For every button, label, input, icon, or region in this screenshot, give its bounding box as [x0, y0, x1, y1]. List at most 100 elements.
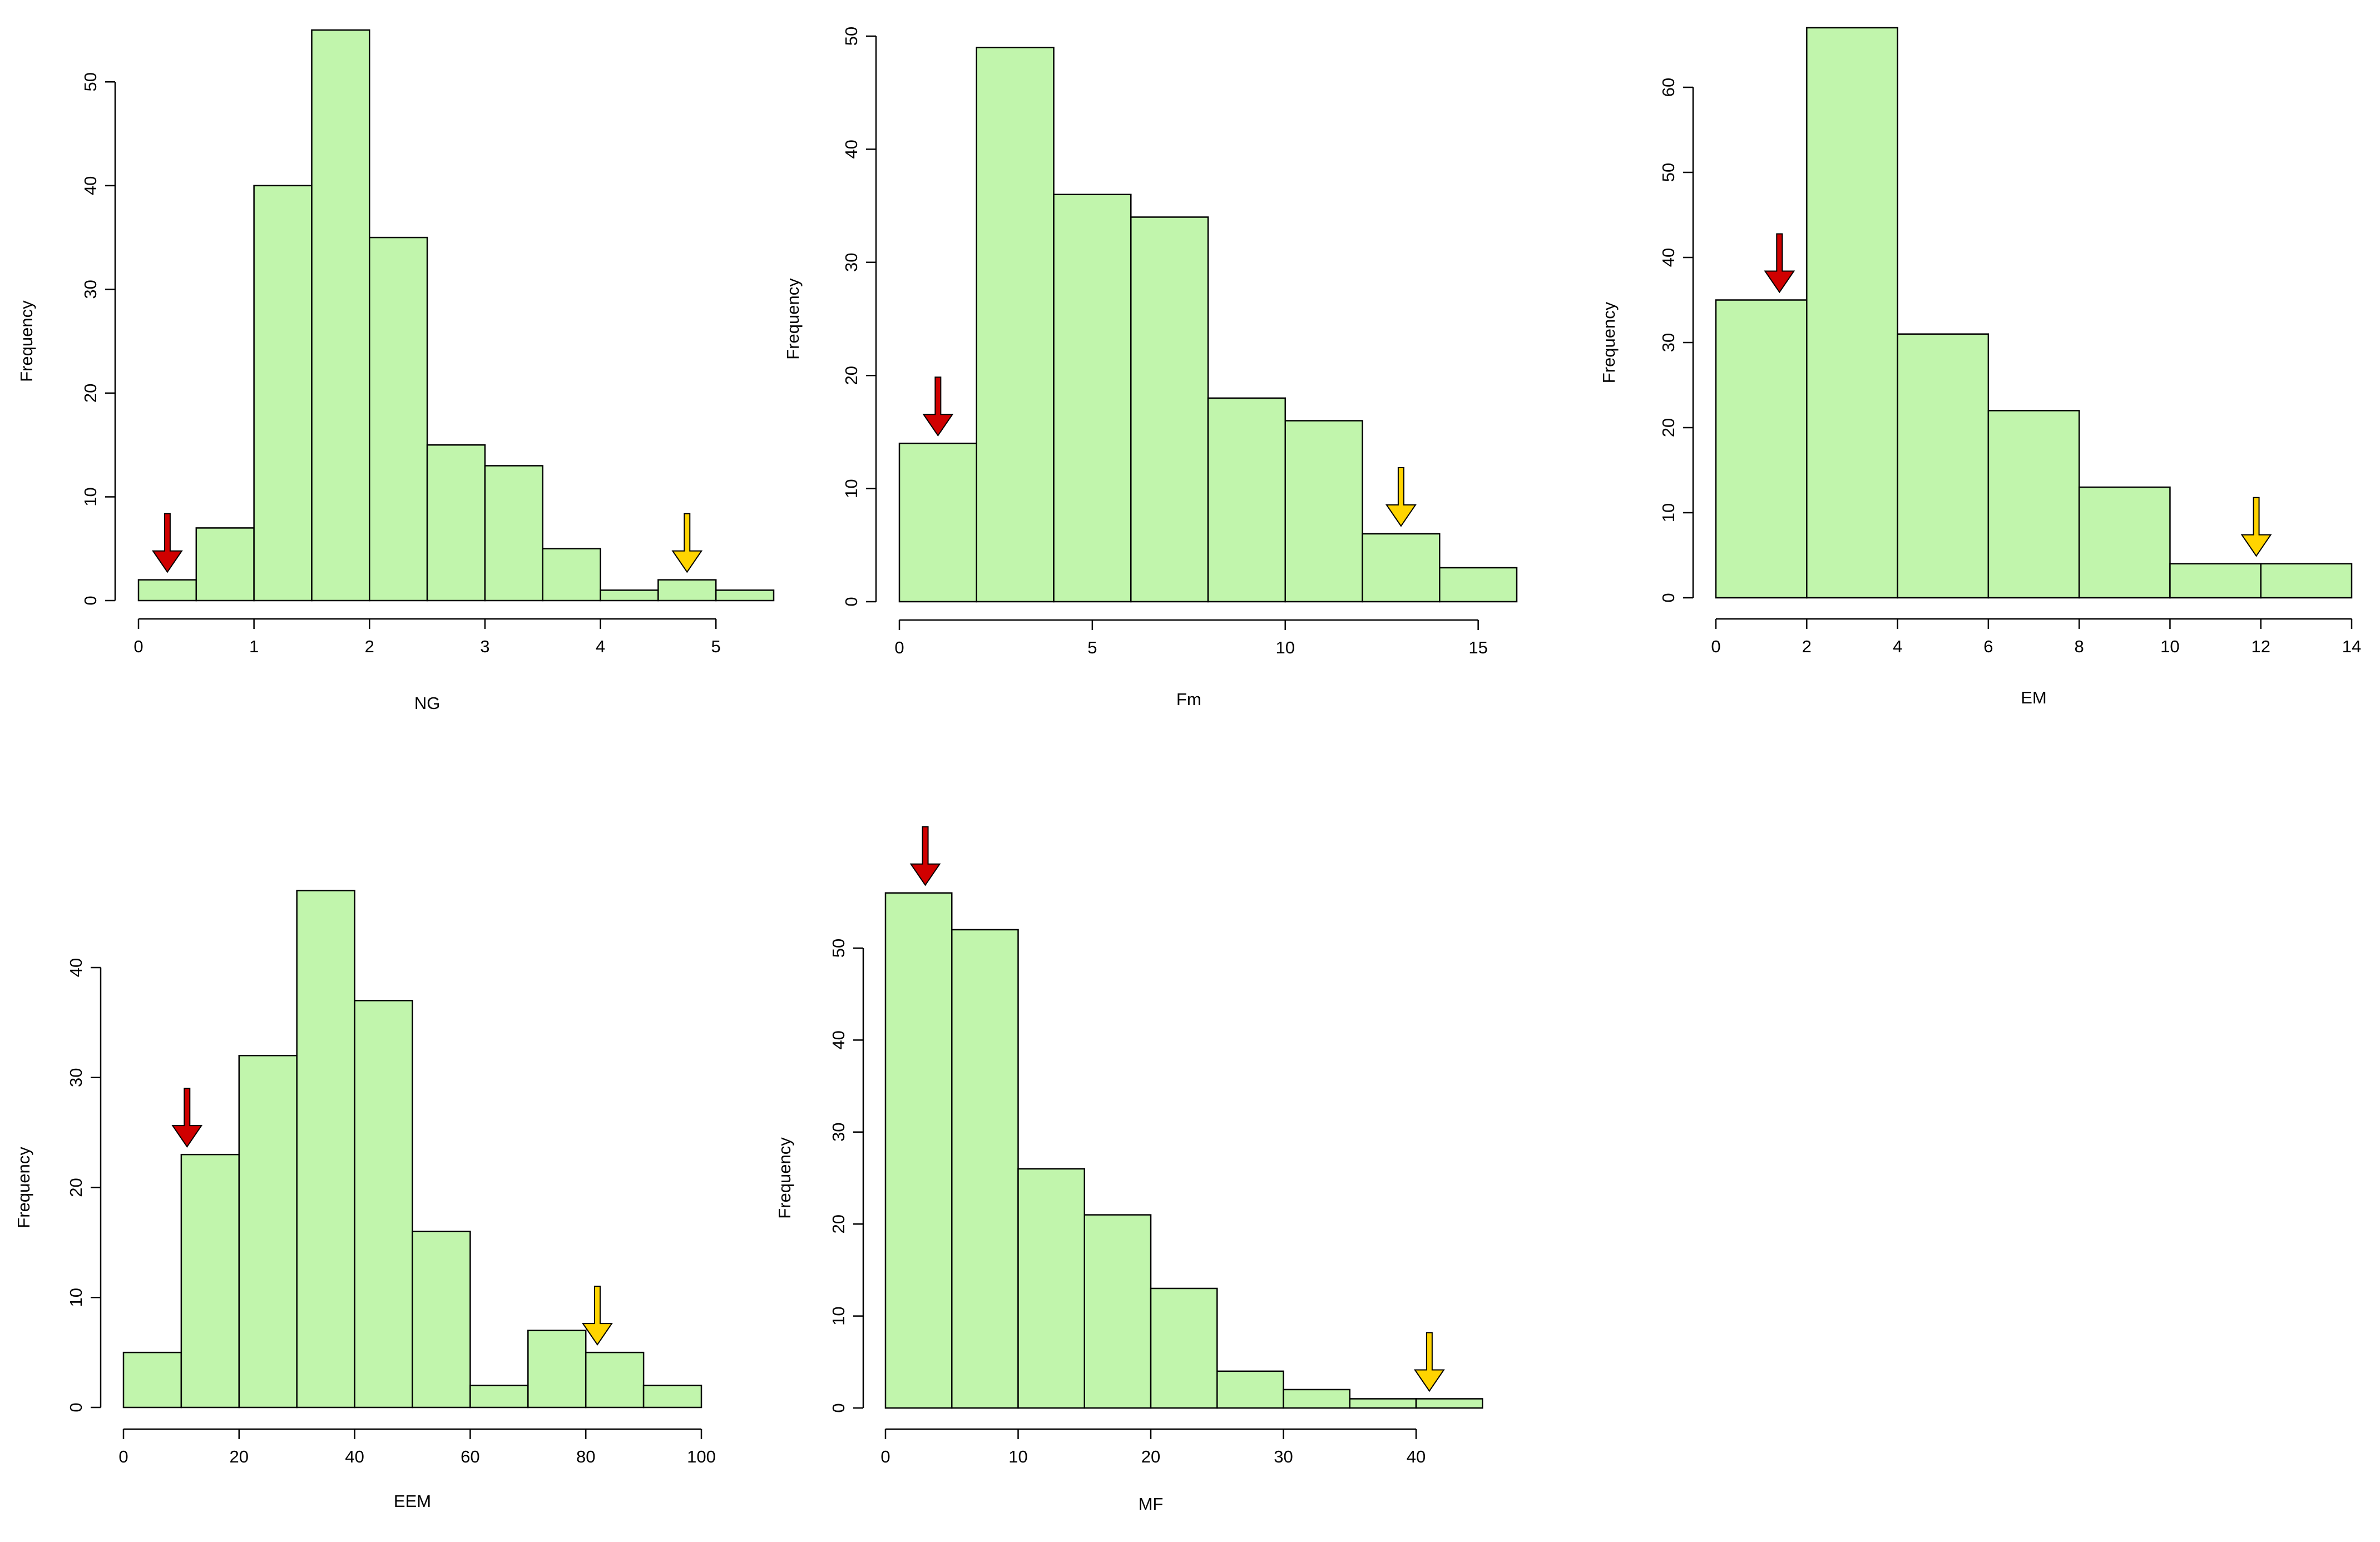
- x-tick-label: 80: [576, 1447, 595, 1466]
- x-tick-label: 20: [1141, 1447, 1160, 1466]
- y-tick-label: 10: [842, 479, 861, 498]
- x-tick-label: 1: [249, 637, 259, 656]
- x-tick-label: 60: [461, 1447, 479, 1466]
- histogram-bar: [122, 1351, 182, 1409]
- histogram-bar: [1083, 1214, 1152, 1409]
- y-tick-label: 0: [81, 596, 100, 605]
- histogram-bar: [1987, 410, 2080, 599]
- red-down-arrow-icon: [922, 376, 954, 437]
- yellow-down-arrow-icon: [582, 1286, 613, 1346]
- x-tick-label: 0: [880, 1447, 890, 1466]
- x-tick-label: 4: [596, 637, 605, 656]
- histogram-bar: [976, 47, 1055, 603]
- histogram-bar: [238, 1054, 298, 1409]
- histogram-bar: [715, 589, 775, 602]
- histogram-bar: [600, 589, 659, 602]
- y-tick-label: 40: [1659, 248, 1678, 267]
- red-down-arrow-icon: [171, 1088, 203, 1148]
- histogram-bar: [137, 579, 197, 602]
- y-tick-label: 20: [842, 366, 861, 385]
- yellow-down-arrow-icon: [1385, 467, 1417, 527]
- histogram-bar: [1150, 1287, 1218, 1409]
- y-tick-label: 10: [81, 487, 100, 506]
- y-tick-label: 30: [842, 253, 861, 272]
- x-tick-label: 40: [1407, 1447, 1426, 1466]
- histogram-bar: [1349, 1398, 1417, 1409]
- x-tick-label: 5: [1087, 638, 1097, 657]
- x-axis-title: EM: [2021, 688, 2047, 707]
- x-tick-label: 0: [133, 637, 143, 656]
- histogram-bar: [253, 185, 313, 602]
- x-tick-label: 20: [230, 1447, 249, 1466]
- x-tick-label: 2: [365, 637, 374, 656]
- histogram-bar: [412, 1231, 471, 1409]
- y-tick-label: 40: [829, 1030, 848, 1049]
- histogram-bar: [1283, 1389, 1350, 1409]
- y-axis-title: Frequency: [1599, 301, 1619, 383]
- y-tick-label: 50: [829, 939, 848, 958]
- x-axis-title: MF: [1139, 1494, 1164, 1514]
- y-tick-label: 20: [1659, 418, 1678, 437]
- histogram-bar: [1362, 533, 1441, 603]
- y-tick-label: 50: [1659, 163, 1678, 182]
- y-tick-label: 20: [829, 1214, 848, 1233]
- y-tick-label: 10: [829, 1306, 848, 1325]
- histogram-bar: [195, 527, 255, 602]
- histogram-bar: [484, 465, 543, 602]
- y-tick-label: 30: [81, 280, 100, 299]
- y-tick-label: 0: [829, 1403, 848, 1412]
- y-tick-label: 0: [1659, 593, 1678, 602]
- x-tick-label: 10: [1008, 1447, 1027, 1466]
- x-axis-title: NG: [414, 693, 441, 713]
- y-tick-label: 10: [66, 1288, 86, 1307]
- histogram-bar: [1439, 567, 1518, 603]
- histogram-panel-mf: 0 10 20 30 40 0 10 20 30 40 50 MF Frequency: [775, 826, 1483, 1514]
- histogram-bar: [2169, 563, 2262, 599]
- x-tick-label: 15: [1468, 638, 1487, 657]
- histogram-bar: [642, 1385, 702, 1409]
- y-tick-label: 50: [842, 27, 861, 46]
- histogram-bar: [354, 1000, 413, 1409]
- histogram-bar: [951, 929, 1019, 1409]
- histogram-bar: [898, 442, 977, 603]
- histogram-bar: [585, 1351, 645, 1409]
- y-tick-label: 30: [66, 1068, 86, 1087]
- y-tick-label: 40: [66, 958, 86, 977]
- histogram-bar: [1017, 1168, 1085, 1409]
- histogram-bar: [1806, 27, 1898, 599]
- histogram-panel-fm: 0 5 10 15 0 10 20 30 40 50 Fm Frequency: [783, 27, 1518, 709]
- histogram-bar: [1897, 333, 1990, 599]
- histogram-bar: [527, 1330, 587, 1409]
- x-tick-label: 6: [1983, 637, 1993, 656]
- y-tick-label: 60: [1659, 78, 1678, 97]
- y-tick-label: 40: [81, 176, 100, 195]
- histogram-bar: [2260, 563, 2353, 599]
- y-tick-label: 0: [842, 597, 861, 606]
- y-tick-label: 50: [81, 72, 100, 91]
- yellow-down-arrow-icon: [2240, 497, 2272, 557]
- histogram-bar: [1053, 194, 1132, 603]
- histogram-bar: [469, 1385, 529, 1409]
- red-down-arrow-icon: [152, 513, 183, 573]
- histogram-bar: [2078, 486, 2171, 599]
- x-tick-label: 8: [2075, 637, 2084, 656]
- x-tick-label: 100: [687, 1447, 716, 1466]
- histogram-bar: [1284, 420, 1363, 603]
- histogram-bar: [426, 444, 486, 602]
- x-axis-title: EEM: [394, 1491, 431, 1511]
- y-tick-label: 10: [1659, 503, 1678, 522]
- x-tick-label: 0: [894, 638, 904, 657]
- y-axis-title: Frequency: [775, 1137, 794, 1219]
- histogram-bar: [311, 29, 370, 602]
- yellow-down-arrow-icon: [671, 513, 703, 573]
- x-tick-label: 5: [711, 637, 721, 656]
- histogram-bar: [884, 892, 953, 1409]
- x-tick-label: 30: [1274, 1447, 1293, 1466]
- x-tick-label: 0: [1711, 637, 1720, 656]
- y-tick-label: 20: [66, 1178, 86, 1197]
- x-tick-label: 3: [480, 637, 489, 656]
- x-tick-label: 2: [1802, 637, 1812, 656]
- y-axis-title: Frequency: [783, 278, 803, 360]
